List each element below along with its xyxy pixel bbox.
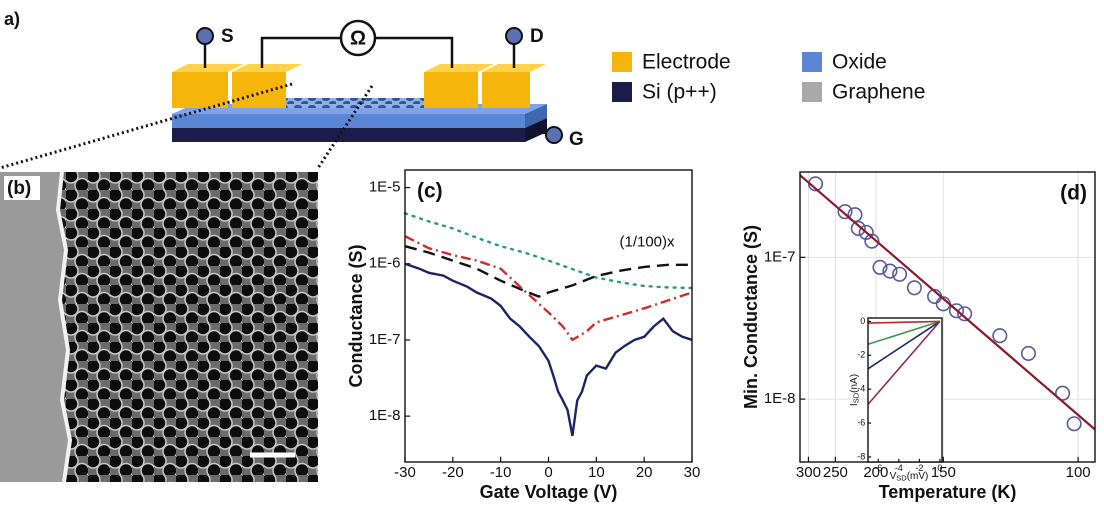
axis-label: Temperature (K) [879, 482, 1017, 502]
y-tick-label: 0 [860, 316, 865, 326]
plot-area [868, 318, 942, 462]
legend-swatch [802, 52, 822, 72]
body: a) S D G Ω [0, 0, 1104, 502]
si-front [172, 128, 525, 142]
x-tick-label: 0 [937, 463, 942, 473]
source-label: S [221, 26, 234, 47]
legend-swatch [612, 52, 632, 72]
axis-label: VSD(mV) [890, 471, 929, 483]
x-tick-label: 0 [544, 464, 552, 481]
x-tick-label: -6 [874, 463, 882, 473]
panel-label: (c) [417, 180, 443, 203]
plot-area [800, 172, 1095, 462]
x-tick-label: -20 [442, 464, 464, 481]
series-label: (1/100)x [619, 234, 675, 251]
legend-label: Graphene [832, 81, 925, 104]
axis-label-part: (nA) [849, 374, 860, 393]
legend-swatch [802, 82, 822, 102]
plot-area [405, 170, 692, 462]
x-tick-label: -10 [490, 464, 512, 481]
page: Figure { "panel_a": { "label": "a)", "so… [0, 0, 1104, 502]
gate-label: G [569, 129, 584, 150]
figure: a) S D G Ω [0, 0, 1104, 502]
x-tick-label: 20 [636, 464, 653, 481]
legend-label: Electrode [642, 51, 731, 74]
y-tick-label: 1E-5 [369, 179, 401, 196]
legend-label: Oxide [832, 51, 887, 74]
axis-label-part: SD [851, 392, 860, 403]
oxide-front [172, 114, 525, 128]
x-tick-label: 250 [823, 464, 848, 481]
drain-label: D [530, 26, 544, 47]
y-tick-label: 1E-7 [369, 331, 401, 348]
axis-label: Min. Conductance (S) [741, 225, 761, 409]
sem-image: (b) [0, 172, 318, 482]
x-tick-label: -30 [394, 464, 416, 481]
axis-label: Gate Voltage (V) [480, 482, 618, 502]
device-schematic: S D G Ω [0, 21, 584, 168]
axis-label-part: SD [896, 473, 907, 482]
axis-label-part: (mV) [907, 471, 929, 482]
drain-pin [506, 28, 522, 44]
panel-label: (b) [7, 178, 31, 199]
legend-swatch [612, 82, 632, 102]
x-tick-label: 100 [1066, 464, 1091, 481]
gate-pin [546, 127, 562, 143]
x-tick-label: 150 [931, 464, 956, 481]
x-tick-label: 300 [796, 464, 821, 481]
panel-label: a) [4, 9, 20, 29]
y-tick-label: 1E-6 [369, 255, 401, 272]
y-tick-label: 1E-8 [369, 407, 401, 424]
axis-label: Conductance (S) [346, 244, 366, 387]
y-tick-label: 1E-8 [764, 390, 796, 407]
panel-label: (d) [1060, 182, 1087, 205]
y-tick-label: -8 [857, 451, 865, 461]
chart: -30 -20 -10 0 10 20 30 1E-5 1E-6 1E-7 1E-8 (1/100)x… [346, 170, 701, 502]
meter-symbol: Ω [350, 27, 366, 49]
y-tick-label: -6 [857, 417, 865, 427]
y-tick-label: 1E-7 [764, 248, 796, 265]
x-tick-label: 10 [588, 464, 605, 481]
y-tick-label: -2 [857, 350, 865, 360]
legend-label: Si (p++) [642, 81, 717, 104]
source-pin [197, 28, 213, 44]
legend: Electrode Oxide Si (p++) Graphene [612, 51, 925, 104]
x-tick-label: 30 [684, 464, 701, 481]
